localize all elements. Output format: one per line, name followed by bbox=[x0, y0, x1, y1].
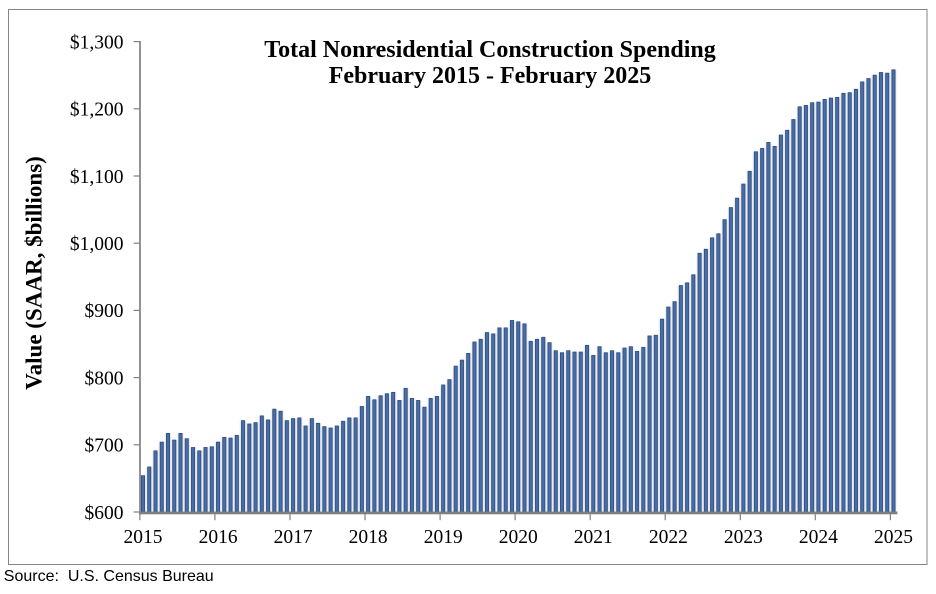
svg-text:2017: 2017 bbox=[274, 527, 313, 548]
svg-text:February 2015 - February 2025: February 2015 - February 2025 bbox=[329, 63, 652, 89]
svg-text:2020: 2020 bbox=[499, 527, 538, 548]
svg-text:Source: U.S. Census Bureau: Source: U.S. Census Bureau bbox=[4, 568, 214, 585]
svg-text:$1,100: $1,100 bbox=[70, 167, 124, 188]
svg-text:$900: $900 bbox=[85, 301, 124, 322]
svg-text:2021: 2021 bbox=[574, 527, 613, 548]
svg-text:Value (SAAR, $billions): Value (SAAR, $billions) bbox=[22, 156, 47, 390]
svg-text:$800: $800 bbox=[85, 368, 124, 389]
svg-text:2015: 2015 bbox=[124, 527, 163, 548]
svg-text:2019: 2019 bbox=[424, 527, 463, 548]
svg-text:2024: 2024 bbox=[799, 527, 838, 548]
svg-text:$1,200: $1,200 bbox=[70, 100, 124, 121]
svg-text:2016: 2016 bbox=[199, 527, 238, 548]
svg-text:2023: 2023 bbox=[724, 527, 763, 548]
svg-text:$600: $600 bbox=[85, 503, 124, 524]
svg-text:2025: 2025 bbox=[874, 527, 913, 548]
svg-text:$1,000: $1,000 bbox=[70, 234, 124, 255]
svg-text:$1,300: $1,300 bbox=[70, 32, 124, 53]
svg-text:2022: 2022 bbox=[649, 527, 688, 548]
svg-text:2018: 2018 bbox=[349, 527, 388, 548]
svg-text:Total Nonresidential Construct: Total Nonresidential Construction Spendi… bbox=[264, 37, 715, 63]
svg-text:$700: $700 bbox=[85, 436, 124, 457]
